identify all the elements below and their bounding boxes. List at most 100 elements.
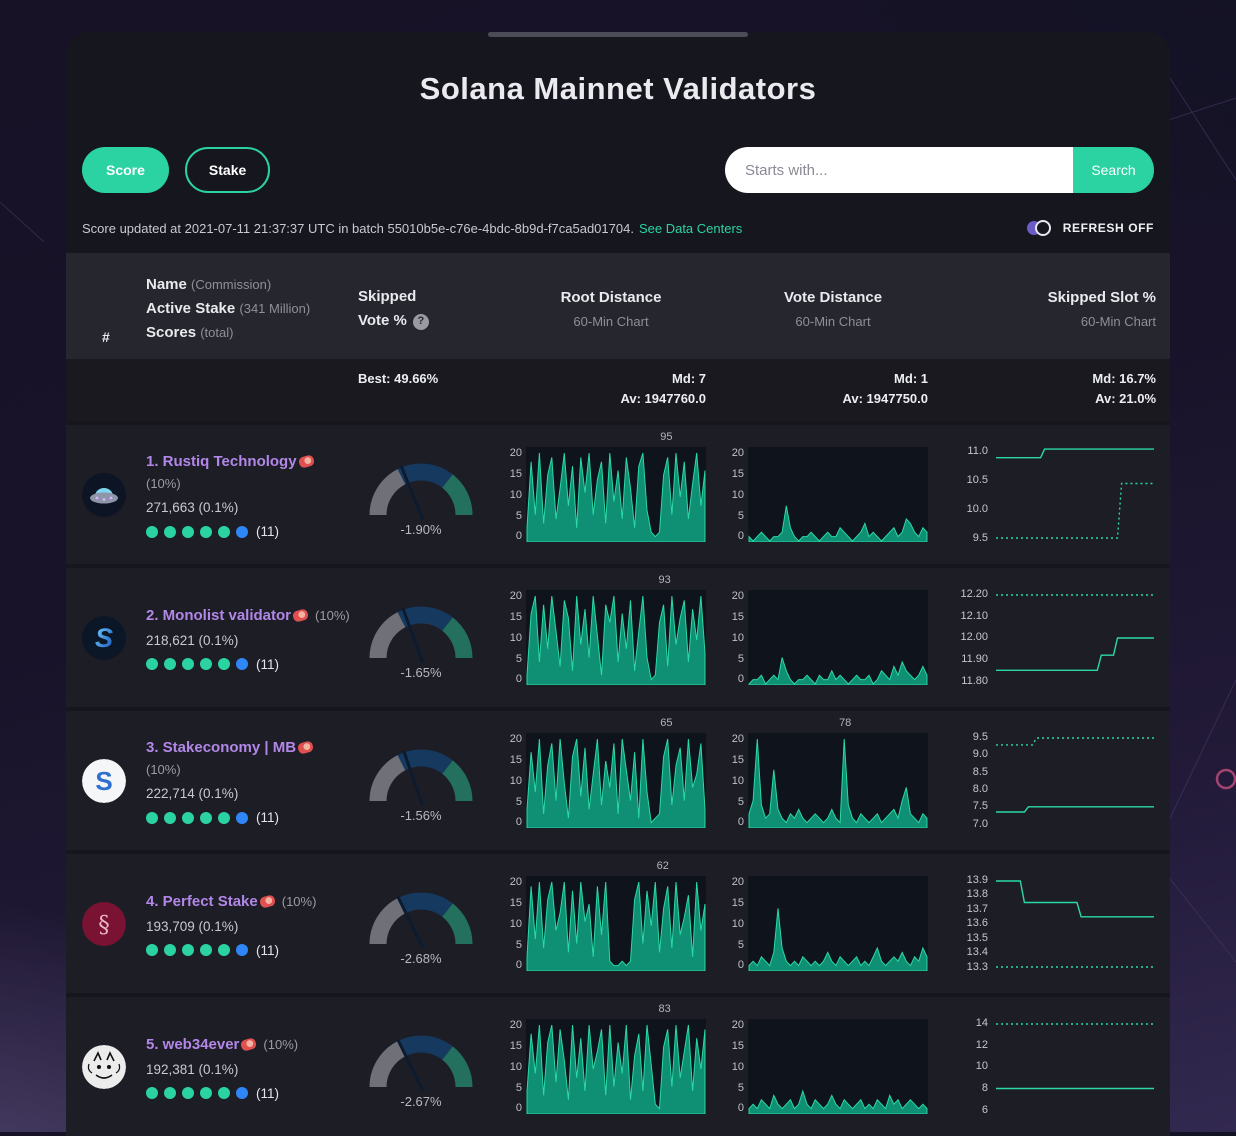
vote-distance-label: Vote Distance — [783, 289, 883, 307]
validator-active-stake: 222,714 (0.1%) — [146, 786, 239, 802]
root-distance-column-header: Root Distance 60-Min Chart — [490, 285, 706, 333]
vote-pct-label: Vote % — [358, 312, 407, 329]
page-title: Solana Mainnet Validators — [419, 71, 817, 106]
root-distance-chart: 65 — [526, 717, 706, 829]
validator-name[interactable]: 2. Monolist validator — [146, 606, 292, 624]
search-input[interactable] — [725, 147, 1073, 193]
score-dot — [218, 1087, 230, 1100]
table-stats-row: Best: 49.66% Md: 7 Av: 1947760.0 Md: 1 A… — [66, 359, 1170, 422]
score-dot — [200, 944, 212, 957]
root-chart-yaxis: 20 15 10 5 0 — [509, 876, 522, 972]
avatar-web3[interactable] — [82, 1044, 126, 1089]
slot-median-stat: Md: 16.7% — [1092, 371, 1156, 386]
see-data-centers-link[interactable]: See Data Centers — [638, 220, 743, 236]
vote-distance-chart — [748, 1019, 928, 1115]
vote-distance-chart — [748, 447, 928, 543]
vote-average-stat: Av: 1947750.0 — [842, 391, 928, 407]
score-dot — [164, 1087, 176, 1100]
root-peak-label: 62 — [656, 860, 669, 873]
root-distance-chart: 95 — [526, 431, 706, 543]
score-dot — [164, 525, 176, 538]
score-dot — [200, 658, 212, 671]
score-dots — [146, 944, 248, 957]
root-chart-yaxis: 20 15 10 5 0 — [509, 447, 522, 543]
validator-name[interactable]: 1. Rustiq Technology — [146, 453, 297, 471]
validator-name[interactable]: 3. Stakeconomy | MB — [146, 739, 297, 757]
score-dot — [146, 658, 158, 671]
root-distance-stats: Md: 7 Av: 1947760.0 — [490, 369, 706, 409]
score-dot — [182, 525, 194, 538]
name-column-header: Name (Commission) Active Stake (341 Mill… — [146, 273, 352, 345]
validator-commission: (10%) — [146, 762, 181, 778]
root-peak-label: 83 — [658, 1003, 671, 1016]
steak-icon — [296, 740, 315, 756]
slot-chart-yaxis: 14 12 10 8 6 — [975, 1016, 988, 1116]
avatar-stakeconomy[interactable]: S — [82, 758, 126, 803]
steak-icon — [291, 607, 310, 623]
skipped-vote-value: -1.90% — [400, 521, 442, 537]
validator-active-stake: 192,381 (0.1%) — [146, 1061, 239, 1077]
root-average-stat: Av: 1947760.0 — [620, 391, 706, 407]
score-sort-button[interactable]: Score — [82, 147, 169, 193]
score-dots — [146, 658, 248, 671]
score-dot — [182, 811, 194, 824]
skipped-slot-column-header: Skipped Slot % 60-Min Chart — [934, 285, 1156, 333]
slot-chart-yaxis: 12.20 12.10 12.00 11.90 11.80 — [960, 587, 988, 687]
score-dot — [236, 811, 248, 824]
skipped-slot-chart — [994, 1017, 1156, 1117]
refresh-toggle-icon[interactable] — [1024, 219, 1054, 237]
score-dot — [200, 1087, 212, 1100]
score-dot — [146, 944, 158, 957]
validator-name[interactable]: 4. Perfect Stake — [146, 892, 258, 910]
skipped-slot-label: Skipped Slot % — [1047, 289, 1156, 307]
refresh-control[interactable]: REFRESH OFF — [1024, 219, 1154, 237]
avatar-ufo[interactable] — [82, 472, 126, 517]
stake-sort-button[interactable]: Stake — [184, 147, 271, 193]
steak-icon — [297, 454, 315, 470]
skipped-vote-gauge — [363, 596, 479, 662]
score-total: (11) — [256, 810, 280, 826]
vote-distance-chart — [748, 590, 928, 686]
validator-active-stake: 193,709 (0.1%) — [146, 918, 239, 934]
search-button[interactable]: Search — [1073, 147, 1154, 193]
validator-name[interactable]: 5. web34ever — [146, 1035, 240, 1053]
score-dot — [218, 525, 230, 538]
skipped-label: Skipped — [358, 288, 417, 305]
root-distance-chart: 83 — [526, 1003, 706, 1115]
score-dot — [200, 811, 212, 824]
controls-bar: Score Stake Search — [66, 147, 1170, 193]
search-group: Search — [725, 147, 1154, 193]
score-dot — [218, 658, 230, 671]
score-dot — [200, 525, 212, 538]
score-dot — [164, 944, 176, 957]
avatar-perfect[interactable]: § — [82, 901, 126, 946]
vote-chart-yaxis: 20 15 10 5 0 — [731, 876, 744, 972]
slot-chart-sublabel: 60-Min Chart — [1080, 313, 1156, 329]
skipped-vote-column-header: Skipped Vote %? — [358, 285, 484, 333]
avatar-monolist[interactable]: S — [82, 615, 126, 660]
score-dot — [146, 1087, 158, 1100]
slot-chart-yaxis: 11.0 10.5 10.0 9.5 — [966, 444, 988, 544]
active-stake-header-label: Active Stake — [146, 300, 236, 317]
score-dot — [146, 525, 158, 538]
root-peak-label: 65 — [660, 717, 673, 730]
steak-icon — [258, 893, 276, 909]
score-total: (11) — [256, 1085, 280, 1101]
score-dot — [236, 658, 248, 671]
total-stake-header-label: (341 Million) — [239, 301, 311, 316]
status-bar: Score updated at 2021-07-11 21:37:37 UTC… — [66, 219, 1170, 237]
vote-peak-label: 78 — [839, 717, 852, 730]
validator-row: § 4. Perfect Stake (10%) 193,709 (0.1%) (… — [66, 854, 1170, 994]
score-dot — [182, 658, 194, 671]
skipped-slot-stats: Md: 16.7% Av: 21.0% — [934, 369, 1156, 409]
score-dot — [218, 811, 230, 824]
refresh-label: REFRESH OFF — [1062, 221, 1154, 235]
root-distance-label: Root Distance — [560, 289, 662, 307]
validator-row: 5. web34ever (10%) 192,381 (0.1%) (11) -2… — [66, 997, 1170, 1136]
score-dot — [182, 1087, 194, 1100]
validator-list: 1. Rustiq Technology (10%) 271,663 (0.1%)… — [66, 425, 1170, 1136]
help-icon[interactable]: ? — [412, 313, 429, 330]
skipped-vote-value: -1.65% — [400, 664, 442, 680]
score-dot — [146, 811, 158, 824]
score-total: (11) — [256, 524, 280, 540]
